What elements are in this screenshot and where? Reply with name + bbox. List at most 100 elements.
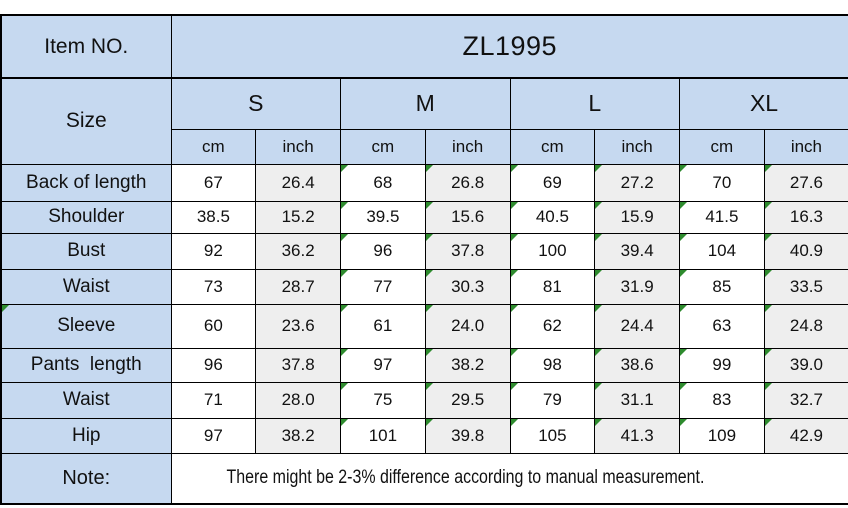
measurement-cell: 15.9 [594, 200, 680, 234]
error-indicator-icon [680, 305, 687, 312]
size-header-s: S [170, 77, 341, 130]
measurement-cell: 23.6 [255, 303, 341, 349]
item-no-value: ZL1995 [170, 14, 848, 79]
measurement-cell: 41.3 [594, 417, 680, 454]
row-label-pants-length: Pants length [0, 347, 172, 383]
unit-header-inch: inch [594, 128, 680, 165]
error-indicator-icon [765, 270, 772, 277]
measurement-cell: 97 [170, 417, 257, 454]
measurement-cell: 36.2 [255, 232, 341, 270]
error-indicator-icon [426, 419, 433, 426]
measurement-cell: 37.8 [424, 232, 511, 270]
measurement-cell: 24.4 [594, 303, 680, 349]
measurement-cell: 31.9 [594, 268, 680, 305]
measurement-cell: 28.7 [255, 268, 341, 305]
size-header-l: L [509, 77, 680, 130]
error-indicator-icon [595, 234, 603, 241]
error-indicator-icon [595, 383, 603, 390]
row-label-sleeve: Sleeve [0, 303, 172, 349]
error-indicator-icon [426, 165, 433, 172]
measurement-cell: 109 [679, 417, 765, 454]
error-indicator-icon [510, 383, 518, 390]
measurement-cell: 99 [679, 347, 765, 383]
measurement-cell: 70 [679, 163, 765, 202]
measurement-cell: 39.8 [424, 417, 511, 454]
measurement-cell: 101 [340, 417, 426, 454]
measurement-cell: 98 [509, 347, 596, 383]
measurement-cell: 39.4 [594, 232, 680, 270]
error-indicator-icon [510, 305, 518, 312]
error-indicator-icon [341, 202, 348, 209]
measurement-cell: 79 [509, 381, 596, 419]
error-indicator-icon [765, 305, 772, 312]
measurement-cell: 40.5 [509, 200, 596, 234]
note-text-cell: There might be 2-3% difference according… [170, 452, 848, 505]
measurement-cell: 15.6 [424, 200, 511, 234]
error-indicator-icon [341, 383, 348, 390]
measurement-cell: 15.2 [255, 200, 341, 234]
error-indicator-icon [2, 305, 9, 312]
measurement-cell: 67 [170, 163, 257, 202]
table-row: Sleeve 60 23.6 61 24.0 62 24.4 63 24.8 [0, 303, 848, 349]
unit-header-cm: cm [679, 128, 765, 165]
error-indicator-icon [510, 270, 518, 277]
unit-header-inch: inch [424, 128, 511, 165]
measurement-cell: 77 [340, 268, 426, 305]
error-indicator-icon [426, 349, 433, 356]
measurement-cell: 96 [340, 232, 426, 270]
table-row: Shoulder 38.5 15.2 39.5 15.6 40.5 15.9 4… [0, 200, 848, 234]
table-row: Waist 71 28.0 75 29.5 79 31.1 83 32.7 [0, 381, 848, 419]
error-indicator-icon [510, 202, 518, 209]
error-indicator-icon [510, 419, 518, 426]
error-indicator-icon [341, 234, 348, 241]
error-indicator-icon [426, 383, 433, 390]
error-indicator-icon [765, 419, 772, 426]
error-indicator-icon [765, 202, 772, 209]
error-indicator-icon [426, 305, 433, 312]
error-indicator-icon [341, 305, 348, 312]
table-row: Bust 92 36.2 96 37.8 100 39.4 104 40.9 [0, 232, 848, 270]
error-indicator-icon [680, 165, 687, 172]
row-label-bust: Bust [0, 232, 172, 270]
measurement-cell: 24.0 [424, 303, 511, 349]
error-indicator-icon [341, 270, 348, 277]
measurement-cell: 42.9 [763, 417, 848, 454]
error-indicator-icon [510, 234, 518, 241]
size-header-xl: XL [679, 77, 848, 130]
error-indicator-icon [680, 270, 687, 277]
item-no-label: Item NO. [0, 14, 172, 79]
measurement-cell: 30.3 [424, 268, 511, 305]
error-indicator-icon [595, 349, 603, 356]
measurement-cell: 27.2 [594, 163, 680, 202]
measurement-cell: 71 [170, 381, 257, 419]
error-indicator-icon [595, 202, 603, 209]
error-indicator-icon [765, 234, 772, 241]
measurement-cell: 68 [340, 163, 426, 202]
measurement-cell: 26.4 [255, 163, 341, 202]
unit-header-cm: cm [509, 128, 596, 165]
error-indicator-icon [510, 349, 518, 356]
measurement-cell: 85 [679, 268, 765, 305]
error-indicator-icon [595, 270, 603, 277]
measurement-cell: 61 [340, 303, 426, 349]
row-label-shoulder: Shoulder [0, 200, 172, 234]
size-label: Size [0, 77, 172, 165]
measurement-cell: 38.5 [170, 200, 257, 234]
row-label-waist: Waist [0, 268, 172, 305]
measurement-cell: 105 [509, 417, 596, 454]
measurement-cell: 60 [170, 303, 257, 349]
size-chart-table: Item NO. ZL1995 Size S M L XL cm inch cm… [0, 14, 848, 505]
measurement-cell: 38.2 [424, 347, 511, 383]
error-indicator-icon [426, 270, 433, 277]
error-indicator-icon [765, 165, 772, 172]
table-row: Hip 97 38.2 101 39.8 105 41.3 109 42.9 [0, 417, 848, 454]
measurement-cell: 26.8 [424, 163, 511, 202]
measurement-cell: 38.6 [594, 347, 680, 383]
error-indicator-icon [680, 349, 687, 356]
measurement-cell: 39.5 [340, 200, 426, 234]
error-indicator-icon [680, 234, 687, 241]
measurement-cell: 104 [679, 232, 765, 270]
measurement-cell: 37.8 [255, 347, 341, 383]
error-indicator-icon [595, 305, 603, 312]
